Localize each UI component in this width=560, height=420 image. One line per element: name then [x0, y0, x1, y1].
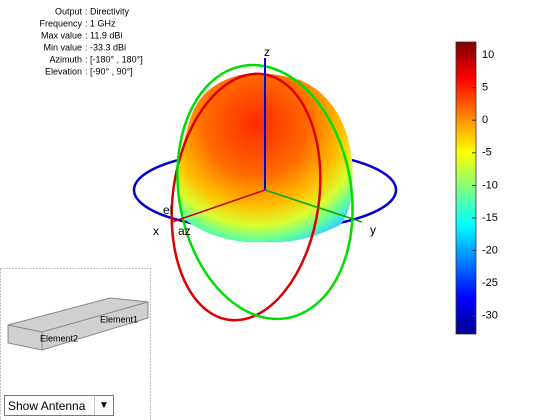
antenna-panel	[0, 268, 151, 420]
colorbar-tick-label: 5	[482, 82, 488, 94]
colorbar-ticks: 10 5 0 -5 -10 -15 -20 -25 -30	[472, 49, 498, 322]
colorbar-tick-label: 10	[482, 49, 494, 61]
info-value: : 1 GHz	[85, 18, 116, 28]
info-value: : 11.9 dBi	[85, 30, 122, 40]
antenna-body	[7, 297, 149, 351]
y-axis	[264, 189, 363, 223]
info-label: Azimuth	[49, 54, 82, 64]
colorbar-tick-label: -15	[482, 212, 498, 224]
colorbar-tick-label: -10	[482, 179, 498, 191]
dropdown-value: Show Antenna	[8, 399, 86, 413]
info-value: : -33.3 dBi	[85, 42, 126, 52]
colorbar-tick-label: -25	[482, 277, 498, 289]
dropdown[interactable]: Show Antenna ▼	[4, 395, 114, 416]
info-label: Output	[55, 6, 83, 16]
info-value: : [-180° , 180°]	[85, 54, 143, 64]
info-value: : [-90° , 90°]	[85, 66, 133, 76]
info-label: Min value	[43, 42, 82, 52]
info-label: Frequency	[39, 18, 82, 28]
info-label: Elevation	[45, 66, 82, 76]
element-label: Element1	[100, 314, 138, 324]
info-label: Max value	[41, 30, 82, 40]
elevation-circle	[176, 63, 354, 321]
colorbar	[455, 41, 477, 335]
colorbar-tick-label: -20	[482, 244, 498, 256]
colorbar-tick-label: -30	[482, 310, 498, 322]
axis-label: x	[153, 224, 159, 238]
element-label: Element2	[40, 333, 78, 343]
axis-label: el	[163, 203, 172, 217]
dropdown-arrow[interactable]: ▼	[94, 396, 113, 415]
axis-label: y	[370, 223, 376, 237]
colorbar-tick-label: -5	[482, 147, 492, 159]
info-value: : Directivity	[85, 6, 130, 16]
colorbar-tick-label: 0	[482, 114, 488, 126]
x-axis	[171, 189, 266, 223]
axis-label: z	[264, 45, 270, 59]
axis-label: az	[178, 224, 191, 238]
antenna-edge	[7, 301, 149, 350]
